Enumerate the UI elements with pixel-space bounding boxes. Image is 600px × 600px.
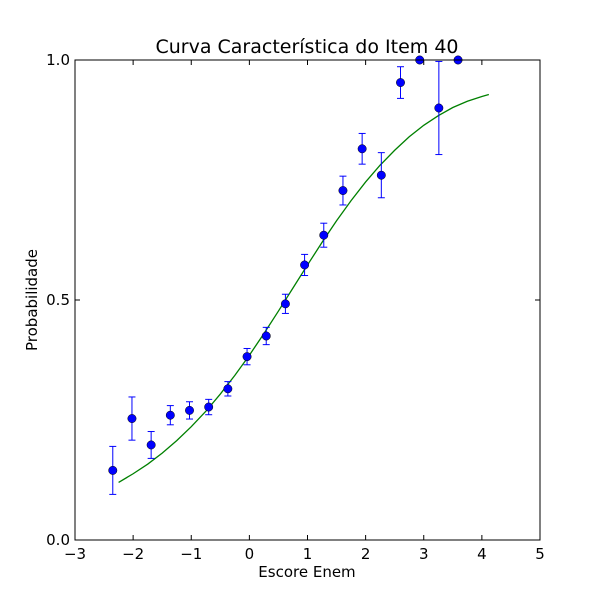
point-marker	[185, 405, 194, 415]
point-marker	[242, 352, 252, 362]
point-marker	[204, 402, 214, 412]
data-point-2	[146, 431, 156, 459]
data-point-4	[185, 401, 194, 420]
data-point-17	[434, 60, 444, 156]
point-marker	[338, 186, 348, 196]
point-marker	[434, 103, 444, 113]
data-point-13	[357, 132, 367, 165]
point-marker	[223, 384, 233, 394]
x-tick-label-1: −2	[122, 545, 144, 563]
point-marker	[319, 230, 329, 240]
point-marker	[146, 440, 156, 450]
point-marker	[261, 331, 271, 341]
data-point-0	[108, 445, 118, 495]
data-point-5	[204, 398, 214, 416]
x-axis-ticks: −3 −2 −1 0 1 2 3 4 5	[64, 60, 545, 563]
data-point-9	[280, 293, 290, 314]
point-marker	[300, 260, 310, 270]
data-point-10	[300, 253, 310, 277]
x-axis-label: Escore Enem	[258, 563, 355, 581]
points-layer	[108, 55, 463, 495]
data-point-1	[127, 396, 137, 441]
x-tick-label-2: −1	[180, 545, 202, 563]
point-marker	[357, 144, 367, 154]
chart-title: Curva Característica do Item 40	[155, 36, 458, 58]
x-tick-label-8: 5	[535, 545, 545, 563]
x-tick-label-5: 2	[361, 545, 371, 563]
y-axis-ticks: 0.0 0.5 1.0	[46, 51, 540, 549]
point-marker	[108, 465, 118, 475]
x-tick-label-0: −3	[64, 545, 86, 563]
data-point-6	[223, 381, 233, 397]
point-marker	[127, 414, 137, 424]
x-tick-label-6: 3	[419, 545, 429, 563]
point-marker	[165, 410, 175, 420]
data-point-3	[165, 405, 175, 426]
x-tick-label-3: 0	[245, 545, 255, 563]
point-marker	[396, 78, 405, 88]
y-tick-label-2: 1.0	[46, 51, 70, 69]
y-axis-label: Probabilidade	[23, 249, 41, 351]
x-tick-label-4: 1	[303, 545, 313, 563]
data-point-12	[338, 175, 348, 206]
data-point-8	[261, 326, 271, 346]
data-point-11	[319, 222, 329, 248]
y-tick-label-1: 0.5	[46, 291, 70, 309]
y-tick-label-0: 0.0	[46, 531, 70, 549]
data-point-15	[396, 66, 405, 99]
x-tick-label-7: 4	[477, 545, 487, 563]
data-point-14	[376, 152, 386, 199]
point-marker	[376, 170, 386, 180]
data-point-7	[242, 347, 252, 366]
point-marker	[280, 299, 290, 309]
